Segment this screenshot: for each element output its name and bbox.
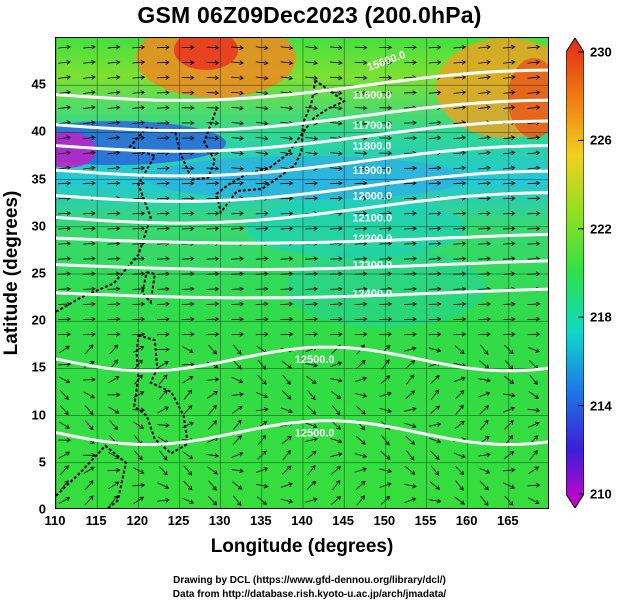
x-tick-label: 120	[126, 513, 149, 528]
contour-label-3: 11900.0	[352, 165, 391, 177]
contour-label-8: 12400.0	[352, 288, 392, 300]
y-tick-label: 45	[31, 76, 46, 92]
height-contour-1	[56, 98, 548, 133]
height-contour-6	[56, 232, 548, 245]
contour-label-1: 11700.0	[352, 120, 391, 132]
colorbar-tick-label: 222	[590, 221, 612, 237]
y-tick-label: 20	[31, 312, 46, 328]
x-tick-label: 145	[332, 513, 355, 528]
height-contour-8	[56, 287, 548, 300]
x-tick-label: 110	[44, 513, 66, 528]
x-tick-label: 160	[455, 513, 478, 528]
y-tick-label: 25	[31, 265, 46, 281]
colorbar-fill	[566, 38, 584, 508]
contour-label-4: 12000.0	[352, 191, 392, 203]
y-tick-label: 0	[38, 501, 46, 517]
contour-label-9: 12500.0	[295, 354, 335, 366]
coldest-spot-west	[56, 132, 96, 168]
height-contour-9	[56, 345, 548, 373]
height-contour-7	[56, 259, 548, 272]
cyan-band	[246, 198, 466, 258]
colorbar	[566, 38, 584, 508]
contour-label-7: 12300.0	[352, 260, 392, 272]
map-canvas: 11600.0 11700.0 11800.0 11900.0 12000.0 12100…	[56, 38, 548, 508]
colorbar-tick-label: 214	[590, 398, 612, 414]
map-plot-area: 11600.0 11700.0 11800.0 11900.0 12000.0 12100…	[55, 37, 549, 509]
cool-band-mid	[146, 156, 466, 200]
contour-label-2: 11800.0	[352, 141, 391, 153]
credit-data-source: Data from http://database.rish.kyoto-u.a…	[172, 589, 447, 600]
height-contour-5	[56, 191, 548, 225]
height-contour-0	[56, 68, 548, 102]
colorbar-tick-label: 230	[590, 44, 612, 60]
colorbar-tick-label: 218	[590, 309, 612, 325]
y-tick-label: 5	[38, 454, 46, 470]
x-tick-label: 140	[291, 513, 313, 528]
y-tick-label: 30	[31, 218, 46, 234]
height-contour-10	[56, 419, 548, 446]
x-tick-label: 125	[167, 513, 190, 528]
colorbar-tick-label: 226	[590, 132, 612, 148]
contour-label-6: 12200.0	[352, 233, 392, 245]
y-tick-label: 40	[31, 123, 46, 139]
x-tick-label: 135	[249, 513, 272, 528]
contour-label-5: 12100.0	[352, 212, 392, 224]
x-tick-label: 150	[373, 513, 396, 528]
x-axis-label: Longitude (degrees)	[210, 536, 394, 557]
x-tick-label: 115	[85, 513, 107, 528]
contour-label-0: 11600.0	[352, 90, 391, 102]
hot-spot-north	[174, 38, 238, 70]
x-tick-label: 155	[414, 513, 437, 528]
y-axis-label: Latitude (degrees)	[1, 190, 22, 356]
lat-lon-grid	[56, 38, 548, 508]
colorbar-tick-label: 210	[590, 486, 612, 502]
x-tick-label: 130	[208, 513, 231, 528]
chart-title: GSM 06Z09Dec2023 (200.0hPa)	[137, 2, 482, 28]
x-tick-label: 165	[496, 513, 519, 528]
credit-drawing: Drawing by DCL (https://www.gfd-dennou.o…	[173, 575, 446, 586]
height-contour-4	[56, 169, 548, 203]
y-tick-label: 35	[31, 171, 46, 187]
height-contour-2	[56, 119, 548, 153]
height-contour-3	[56, 144, 548, 178]
contour-label-10: 12500.0	[295, 428, 335, 440]
y-tick-label: 15	[31, 359, 46, 375]
y-tick-label: 10	[31, 407, 46, 423]
